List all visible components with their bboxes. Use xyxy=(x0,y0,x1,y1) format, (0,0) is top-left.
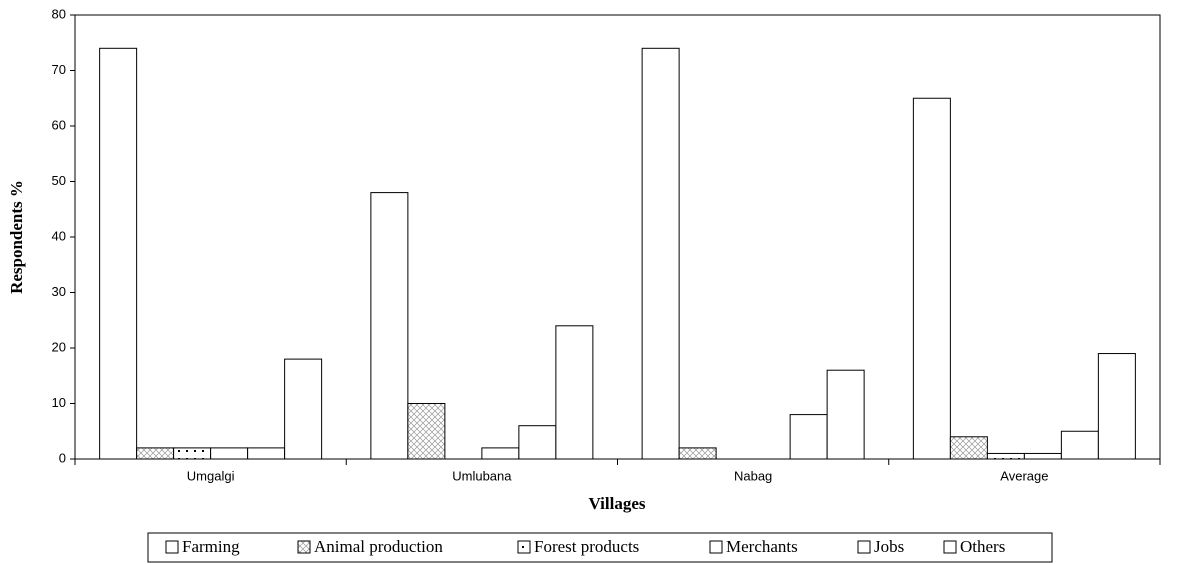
bar xyxy=(678,447,717,460)
x-tick-label: Umlubana xyxy=(452,468,512,483)
bar xyxy=(407,403,446,460)
y-tick-label: 10 xyxy=(52,395,66,410)
bar xyxy=(210,447,249,460)
legend-swatch xyxy=(165,540,179,554)
x-tick-label: Umgalgi xyxy=(187,468,235,483)
bar xyxy=(284,358,323,460)
bar xyxy=(789,414,828,460)
legend-swatch xyxy=(857,540,871,554)
bar xyxy=(1023,452,1062,460)
bar xyxy=(99,47,138,460)
x-axis-title: Villages xyxy=(589,494,646,513)
y-tick-label: 40 xyxy=(52,228,66,243)
bar xyxy=(949,436,988,460)
legend-swatch xyxy=(709,540,723,554)
y-axis-title: Respondents % xyxy=(7,180,26,294)
legend-swatch xyxy=(943,540,957,554)
legend-label: Animal production xyxy=(314,537,443,556)
y-tick-label: 0 xyxy=(59,450,66,465)
bar xyxy=(370,192,409,460)
legend-label: Others xyxy=(960,537,1005,556)
bar xyxy=(136,447,175,460)
y-tick-label: 70 xyxy=(52,62,66,77)
bar xyxy=(826,369,865,460)
plot-frame xyxy=(74,14,1161,460)
y-tick-label: 50 xyxy=(52,173,66,188)
legend-label: Jobs xyxy=(874,537,904,556)
x-tick-label: Nabag xyxy=(734,468,772,483)
bar xyxy=(247,447,286,460)
legend-label: Merchants xyxy=(726,537,798,556)
legend-label: Farming xyxy=(182,537,240,556)
bar xyxy=(173,447,212,460)
bar xyxy=(481,447,520,460)
y-tick-label: 80 xyxy=(52,6,66,21)
legend-label: Forest products xyxy=(534,537,639,556)
bar xyxy=(912,97,951,460)
bar xyxy=(555,325,594,460)
y-tick-label: 20 xyxy=(52,339,66,354)
bar xyxy=(641,47,680,460)
bar xyxy=(986,452,1025,460)
bar xyxy=(1097,353,1136,460)
x-tick-label: Average xyxy=(1000,468,1048,483)
y-tick-label: 60 xyxy=(52,117,66,132)
y-tick-label: 30 xyxy=(52,284,66,299)
legend-box xyxy=(147,532,1053,563)
bar xyxy=(518,425,557,460)
bar xyxy=(1060,430,1099,460)
legend-swatch xyxy=(517,540,531,554)
legend-swatch xyxy=(297,540,311,554)
